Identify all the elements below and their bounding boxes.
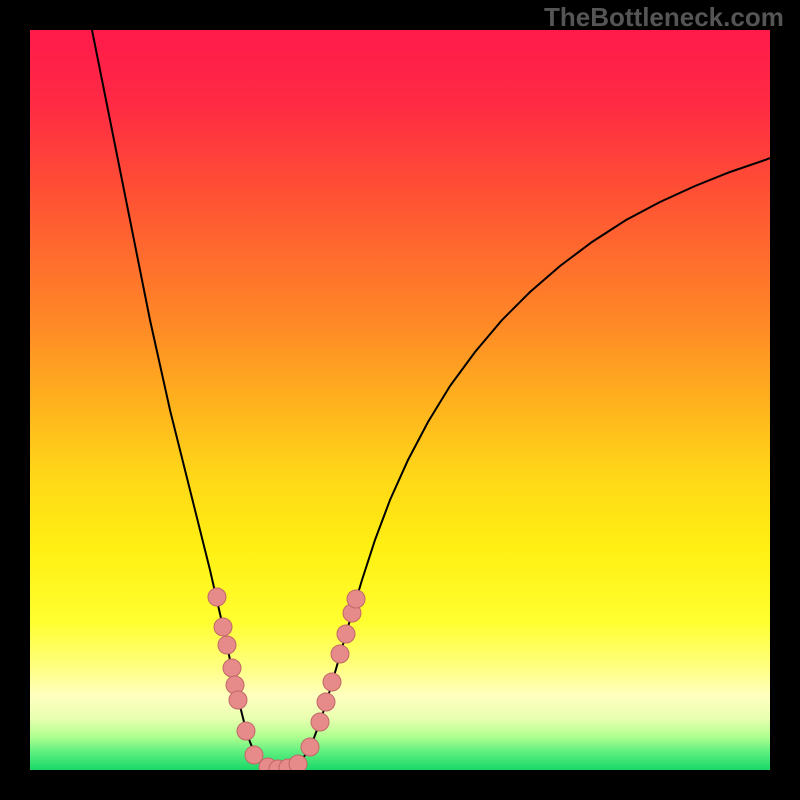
data-marker	[317, 693, 335, 711]
data-marker	[245, 746, 263, 764]
data-marker	[311, 713, 329, 731]
data-marker	[347, 590, 365, 608]
data-marker	[237, 722, 255, 740]
frame-left	[0, 0, 30, 800]
watermark-text: TheBottleneck.com	[544, 2, 784, 33]
frame-bottom	[0, 770, 800, 800]
data-marker	[229, 691, 247, 709]
data-marker	[337, 625, 355, 643]
frame-right	[770, 0, 800, 800]
data-marker	[214, 618, 232, 636]
data-marker	[208, 588, 226, 606]
data-marker	[223, 659, 241, 677]
data-marker	[218, 636, 236, 654]
data-marker	[301, 738, 319, 756]
bottleneck-chart	[30, 30, 770, 770]
data-marker	[323, 673, 341, 691]
data-marker	[289, 755, 307, 770]
data-marker	[331, 645, 349, 663]
gradient-background	[30, 30, 770, 770]
